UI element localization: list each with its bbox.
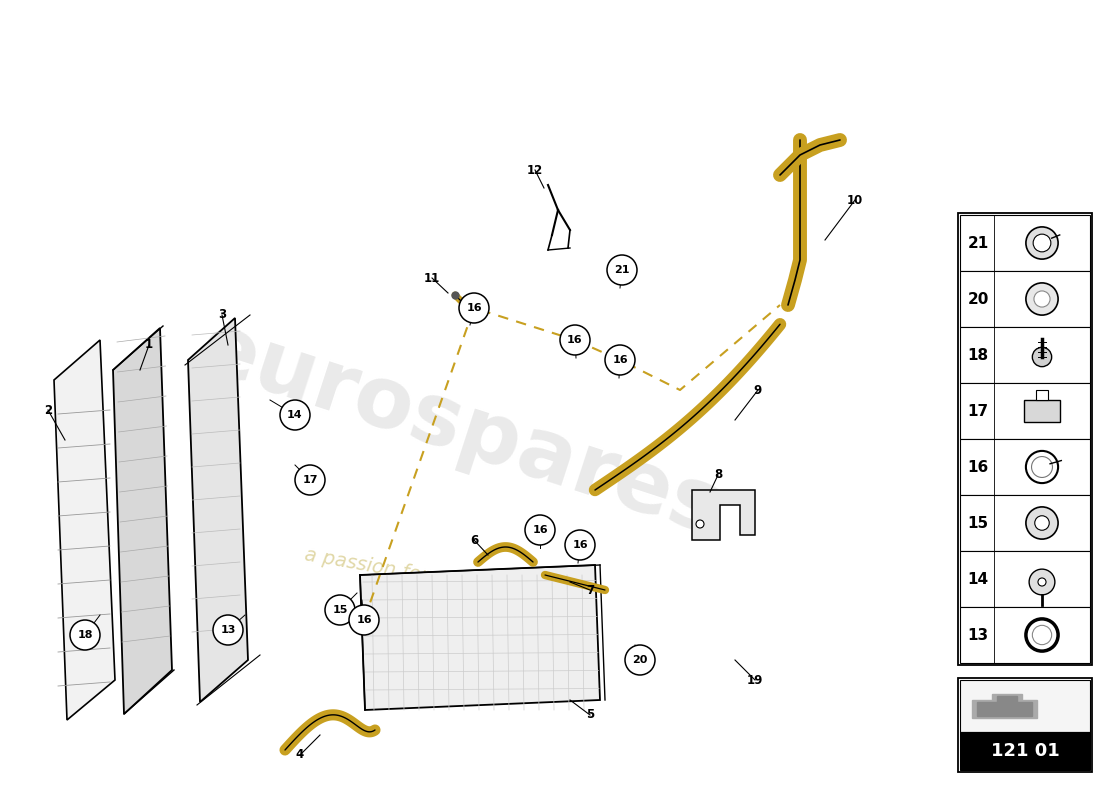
Circle shape [1033, 234, 1050, 252]
Circle shape [280, 400, 310, 430]
Bar [960, 439, 1090, 495]
Circle shape [1032, 626, 1052, 645]
Text: 14: 14 [967, 571, 989, 586]
Text: 16: 16 [532, 525, 548, 535]
Circle shape [607, 255, 637, 285]
Polygon shape [188, 318, 248, 702]
Text: 20: 20 [632, 655, 648, 665]
Bar [960, 607, 1090, 663]
Circle shape [560, 325, 590, 355]
Bar [960, 551, 1090, 607]
Text: 16: 16 [466, 303, 482, 313]
Polygon shape [692, 490, 755, 540]
Text: 4: 4 [296, 749, 304, 762]
Text: 16: 16 [572, 540, 587, 550]
Text: 18: 18 [77, 630, 92, 640]
Circle shape [324, 595, 355, 625]
Circle shape [213, 615, 243, 645]
Text: 18: 18 [967, 347, 989, 362]
Text: 14: 14 [287, 410, 303, 420]
Text: 1: 1 [145, 338, 153, 351]
Text: 15: 15 [967, 515, 989, 530]
Circle shape [1026, 283, 1058, 315]
Text: 6: 6 [470, 534, 478, 546]
Bar [1035, 390, 1048, 400]
Bar [960, 271, 1090, 327]
Circle shape [295, 465, 324, 495]
Text: 13: 13 [220, 625, 235, 635]
Circle shape [459, 293, 490, 323]
Text: 10: 10 [847, 194, 864, 206]
Text: 12: 12 [527, 163, 543, 177]
Text: 5: 5 [586, 709, 594, 722]
Text: 9: 9 [754, 383, 762, 397]
Text: 11: 11 [424, 271, 440, 285]
Text: 21: 21 [614, 265, 629, 275]
Circle shape [349, 605, 379, 635]
Circle shape [605, 345, 635, 375]
Text: a passion for parts since 1985: a passion for parts since 1985 [304, 545, 596, 615]
Text: 3: 3 [218, 309, 227, 322]
Bar [960, 495, 1090, 551]
Polygon shape [977, 696, 1032, 716]
Text: 16: 16 [613, 355, 628, 365]
Bar [960, 732, 1090, 770]
Circle shape [1035, 516, 1049, 530]
Text: 17: 17 [967, 403, 989, 418]
Text: 15: 15 [332, 605, 348, 615]
Text: eurospares: eurospares [188, 306, 732, 554]
Bar [1024, 400, 1059, 422]
Polygon shape [360, 565, 600, 710]
Circle shape [1034, 291, 1050, 307]
Polygon shape [54, 340, 116, 720]
Bar [958, 678, 1092, 772]
Text: 16: 16 [568, 335, 583, 345]
Circle shape [1026, 227, 1058, 259]
Text: 16: 16 [356, 615, 372, 625]
Bar [960, 215, 1090, 271]
Text: 19: 19 [747, 674, 763, 686]
Circle shape [1030, 569, 1055, 595]
Text: 17: 17 [302, 475, 318, 485]
Text: 13: 13 [967, 627, 989, 642]
Circle shape [1026, 507, 1058, 539]
Bar [960, 680, 1090, 732]
Bar [960, 383, 1090, 439]
Bar [958, 213, 1092, 665]
Text: 8: 8 [714, 469, 722, 482]
Circle shape [565, 530, 595, 560]
Circle shape [1038, 578, 1046, 586]
Polygon shape [113, 328, 172, 714]
Circle shape [625, 645, 654, 675]
Text: 121 01: 121 01 [991, 742, 1059, 760]
Text: 20: 20 [967, 291, 989, 306]
Text: 21: 21 [967, 235, 989, 250]
Text: 16: 16 [967, 459, 989, 474]
Circle shape [525, 515, 556, 545]
Circle shape [1032, 347, 1052, 366]
Circle shape [696, 520, 704, 528]
Text: 2: 2 [44, 403, 52, 417]
Text: 7: 7 [586, 583, 594, 597]
Bar [960, 327, 1090, 383]
Circle shape [70, 620, 100, 650]
Polygon shape [972, 694, 1037, 718]
